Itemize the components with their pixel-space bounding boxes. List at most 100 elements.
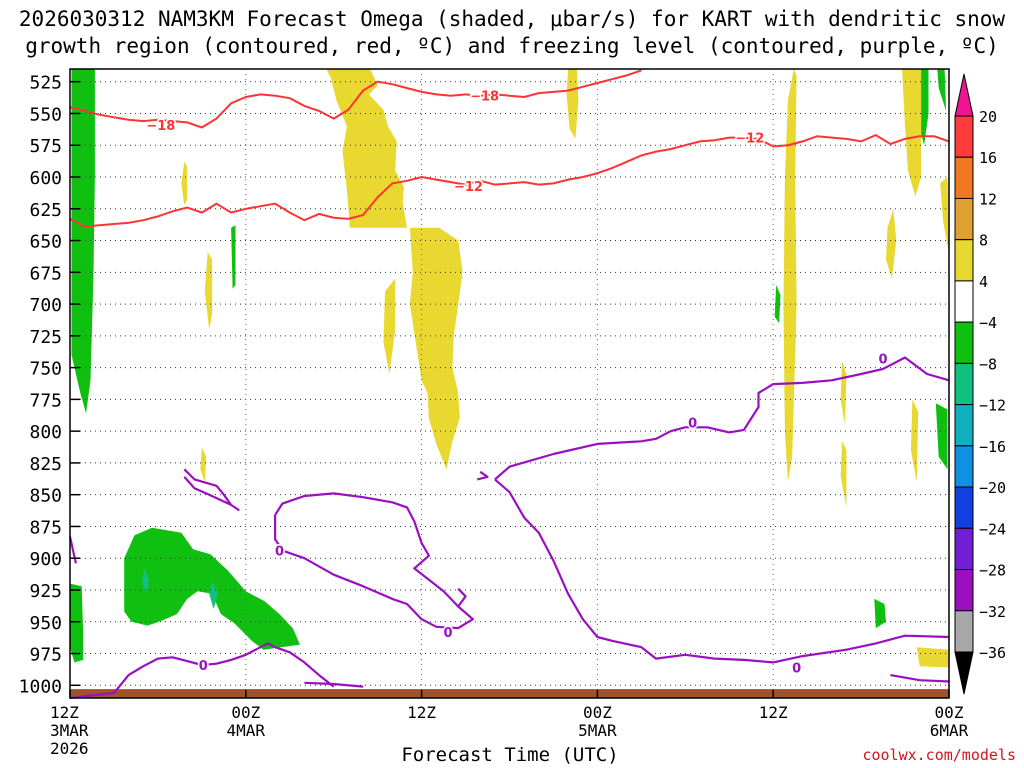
y-tick-label: 800: [29, 422, 62, 443]
chart-title-line-2: growth region (contoured, red, ºC) and f…: [25, 34, 999, 58]
y-tick-label: 975: [29, 645, 62, 666]
ground-band: [70, 689, 949, 698]
colorbar-label: 20: [979, 108, 997, 126]
y-tick-label: 525: [29, 73, 62, 94]
omega-region: [231, 225, 236, 289]
colorbar-label: 4: [979, 273, 988, 291]
omega-region: [209, 581, 218, 610]
colorbar-segment: [954, 569, 974, 612]
y-tick-label: 700: [29, 295, 62, 316]
colorbar-label: −8: [979, 355, 997, 373]
contour-label: 0: [792, 662, 801, 677]
x-tick-label: 4MAR: [227, 721, 266, 740]
y-tick-label: 625: [29, 200, 62, 221]
omega-region: [940, 177, 949, 254]
colorbar-label: −4: [979, 314, 997, 332]
y-tick-label: 775: [29, 390, 62, 411]
contour-label: 0: [879, 353, 888, 368]
freezing-level-contour: [69, 642, 335, 700]
plot-area: [70, 69, 949, 698]
omega-region: [783, 69, 797, 482]
colorbar-segment: [954, 321, 974, 364]
source-credit: coolwx.com/models: [862, 746, 1016, 764]
contour-label: −18: [146, 119, 175, 134]
x-tick-label: 00Z: [935, 703, 964, 722]
y-tick-label: 600: [29, 168, 62, 189]
x-tick-label: 00Z: [583, 703, 612, 722]
x-tick-label: 12Z: [50, 703, 79, 722]
freezing-level-contour: [274, 492, 474, 630]
colorbar-segment: [954, 527, 974, 571]
y-tick-label: 575: [29, 136, 62, 157]
contour-label: 0: [688, 416, 697, 431]
x-tick-label: 5MAR: [578, 721, 617, 740]
colorbar-segment: [954, 115, 974, 158]
contour-label: −18: [470, 90, 499, 105]
freezing-level-contour: [494, 356, 950, 481]
y-tick-label: 550: [29, 104, 62, 125]
colorbar: 20 16 12 8 4 −4 −8 −12 −16 −20 −24 −28 −32 −36: [954, 73, 1006, 695]
freezing-level-contour: [183, 468, 240, 511]
omega-region: [774, 285, 781, 324]
omega-region: [383, 278, 396, 374]
contour-label: 0: [443, 626, 452, 641]
freezing-level-contour: [457, 587, 467, 608]
contour-label: 0: [199, 659, 208, 674]
y-tick-label: 850: [29, 486, 62, 507]
y-tick-label: 925: [29, 581, 62, 602]
y-tick-label: 650: [29, 232, 62, 253]
y-tick-label: 875: [29, 517, 62, 538]
omega-region: [204, 252, 213, 330]
contour-label: −12: [454, 180, 483, 195]
colorbar-label: −24: [979, 520, 1006, 538]
colorbar-label: −28: [979, 562, 1006, 580]
y-tick-label: 900: [29, 549, 62, 570]
y-tick-label: 1000: [19, 676, 62, 697]
x-tick-label: 6MAR: [930, 721, 969, 740]
ground-layer: [70, 689, 949, 698]
omega-region: [409, 227, 463, 470]
colorbar-label: −16: [979, 438, 1006, 456]
y-tick-label: 825: [29, 454, 62, 475]
freezing-level-contour: [477, 470, 489, 481]
colorbar-label: 12: [979, 190, 997, 208]
x-axis-title: Forecast Time (UTC): [401, 744, 619, 766]
dgz-minus18-contour: [69, 69, 642, 129]
colorbar-segment: [954, 280, 974, 323]
y-tick-label: 675: [29, 263, 62, 284]
colorbar-label: −12: [979, 397, 1006, 415]
omega-region: [919, 69, 929, 146]
dendritic-growth-contours: [69, 69, 950, 228]
omega-region: [902, 69, 922, 197]
freezing-level-contour: [304, 681, 364, 688]
colorbar-label: −36: [979, 644, 1006, 662]
colorbar-segment: [954, 486, 974, 529]
x-tick-label: 12Z: [407, 703, 436, 722]
colorbar-label: 16: [979, 149, 997, 167]
colorbar-label: 8: [979, 232, 988, 250]
chart-title-line-1: 2026030312 NAM3KM Forecast Omega (shaded…: [18, 7, 1006, 31]
x-tick-label: 3MAR: [50, 721, 89, 740]
colorbar-segment: [954, 197, 974, 241]
freezing-level-contour: [890, 674, 950, 683]
x-tick-label: 2026: [50, 739, 89, 758]
freezing-level-contours: [68, 356, 950, 700]
x-tick-label: 00Z: [231, 703, 260, 722]
colorbar-segment: [954, 610, 974, 653]
contour-labels: −18 −18 −12 −12 0 0 0 0 0 0: [145, 88, 889, 678]
omega-region: [141, 568, 150, 594]
y-axis: 525 550 575 600 625 650 675 700 725 750 775 800 825 8…: [19, 73, 80, 697]
colorbar-segment: [954, 404, 974, 447]
colorbar-label: −32: [979, 603, 1006, 621]
omega-region: [70, 583, 84, 663]
omega-region: [874, 598, 886, 629]
colorbar-segment: [954, 156, 974, 199]
plot-frame: [69, 68, 950, 699]
colorbar-label: −20: [979, 479, 1006, 497]
omega-region: [200, 447, 207, 482]
omega-region: [566, 69, 579, 139]
omega-region: [937, 69, 947, 111]
contour-label: −12: [735, 132, 764, 147]
